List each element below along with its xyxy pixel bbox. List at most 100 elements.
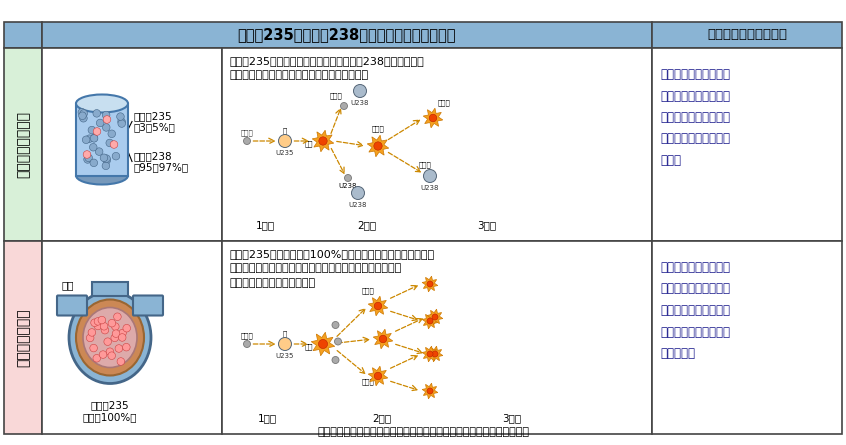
Circle shape bbox=[104, 338, 112, 345]
Circle shape bbox=[88, 126, 96, 134]
Circle shape bbox=[427, 281, 433, 287]
Circle shape bbox=[96, 148, 103, 155]
Circle shape bbox=[379, 335, 387, 343]
Text: 中性子: 中性子 bbox=[240, 332, 253, 339]
Circle shape bbox=[80, 114, 87, 122]
Text: ウラン235とウラン238の割合と核分裂連鎖反応: ウラン235とウラン238の割合と核分裂連鎖反応 bbox=[238, 28, 456, 43]
Circle shape bbox=[334, 338, 342, 345]
Circle shape bbox=[123, 344, 130, 351]
Polygon shape bbox=[367, 135, 389, 157]
Bar bbox=[4, 241, 42, 434]
Polygon shape bbox=[422, 313, 438, 329]
Polygon shape bbox=[373, 329, 393, 349]
Text: U238: U238 bbox=[351, 100, 369, 106]
Circle shape bbox=[98, 316, 106, 324]
Text: 原子力発電の場合: 原子力発電の場合 bbox=[16, 111, 30, 178]
Circle shape bbox=[79, 112, 86, 120]
Circle shape bbox=[118, 118, 125, 125]
Circle shape bbox=[340, 102, 348, 109]
Text: ウラン235
（3〜5%）: ウラン235 （3〜5%） bbox=[134, 111, 176, 132]
Text: 2回目: 2回目 bbox=[358, 220, 376, 230]
Circle shape bbox=[102, 326, 109, 334]
Bar bbox=[76, 104, 128, 175]
Polygon shape bbox=[422, 346, 438, 362]
Text: 1回目: 1回目 bbox=[257, 413, 277, 423]
Text: 3回目: 3回目 bbox=[477, 220, 497, 230]
Circle shape bbox=[88, 329, 96, 336]
Circle shape bbox=[111, 334, 118, 342]
Circle shape bbox=[374, 372, 382, 380]
Text: ウラン235の割合が低く、中性子がウラン238に吸収される
等の理由により核分裂が一定の規模で継続する: ウラン235の割合が低く、中性子がウラン238に吸収される 等の理由により核分裂… bbox=[230, 56, 425, 81]
Bar bbox=[222, 241, 652, 434]
Polygon shape bbox=[368, 366, 387, 386]
Ellipse shape bbox=[76, 166, 128, 185]
FancyBboxPatch shape bbox=[57, 295, 87, 316]
Bar bbox=[652, 22, 842, 48]
Circle shape bbox=[123, 324, 130, 332]
Polygon shape bbox=[422, 383, 438, 399]
Text: U235: U235 bbox=[276, 150, 294, 156]
Circle shape bbox=[332, 356, 339, 364]
Circle shape bbox=[103, 157, 111, 164]
Circle shape bbox=[432, 351, 438, 357]
Polygon shape bbox=[368, 296, 387, 316]
Circle shape bbox=[108, 320, 116, 327]
Circle shape bbox=[118, 120, 125, 127]
Bar bbox=[652, 48, 842, 241]
Circle shape bbox=[90, 143, 97, 151]
Text: 中性子: 中性子 bbox=[240, 129, 253, 136]
Circle shape bbox=[117, 358, 124, 365]
Polygon shape bbox=[312, 130, 334, 152]
Circle shape bbox=[374, 302, 382, 310]
Circle shape bbox=[429, 114, 437, 122]
Circle shape bbox=[427, 318, 433, 324]
Circle shape bbox=[103, 116, 111, 123]
Bar bbox=[42, 48, 222, 241]
FancyBboxPatch shape bbox=[133, 295, 163, 316]
Text: 3回目: 3回目 bbox=[503, 413, 522, 423]
Circle shape bbox=[86, 334, 94, 342]
Circle shape bbox=[351, 186, 365, 199]
Circle shape bbox=[113, 313, 121, 320]
Ellipse shape bbox=[69, 291, 151, 384]
Circle shape bbox=[106, 139, 113, 147]
Text: 制御棒が多数設置され
ており、また自己制御
性があるため急激に核
分裂数が増加すること
はない: 制御棒が多数設置され ており、また自己制御 性があるため急激に核 分裂数が増加す… bbox=[660, 68, 730, 167]
Text: 分裂: 分裂 bbox=[305, 141, 313, 147]
Circle shape bbox=[93, 128, 101, 135]
Text: 核分裂数の制御の方法: 核分裂数の制御の方法 bbox=[707, 28, 787, 41]
Text: 火薬: 火薬 bbox=[62, 280, 74, 291]
Polygon shape bbox=[311, 332, 335, 356]
Circle shape bbox=[354, 85, 366, 97]
Circle shape bbox=[427, 388, 433, 394]
Circle shape bbox=[96, 119, 104, 127]
Text: U238: U238 bbox=[349, 202, 367, 208]
Polygon shape bbox=[422, 276, 438, 292]
Text: 2回目: 2回目 bbox=[372, 413, 392, 423]
Circle shape bbox=[108, 130, 116, 138]
Circle shape bbox=[85, 135, 93, 142]
Circle shape bbox=[344, 174, 351, 182]
Bar bbox=[92, 282, 128, 295]
Circle shape bbox=[78, 109, 85, 116]
Bar bbox=[652, 241, 842, 434]
Text: ウラン238
（95〜97%）: ウラン238 （95〜97%） bbox=[134, 151, 190, 172]
Text: 1回目: 1回目 bbox=[255, 220, 275, 230]
Text: 出典：一般財団法人　日本原子力文化財団　原子力・エネルギー図面集: 出典：一般財団法人 日本原子力文化財団 原子力・エネルギー図面集 bbox=[317, 427, 529, 437]
Circle shape bbox=[106, 348, 113, 356]
Text: U238: U238 bbox=[420, 185, 439, 191]
Text: 中性子: 中性子 bbox=[419, 162, 431, 168]
Circle shape bbox=[113, 330, 120, 337]
Ellipse shape bbox=[76, 94, 128, 113]
Text: U238: U238 bbox=[338, 183, 357, 189]
Text: 中性子: 中性子 bbox=[361, 378, 375, 384]
Circle shape bbox=[80, 109, 87, 117]
Circle shape bbox=[83, 151, 91, 158]
Circle shape bbox=[90, 159, 97, 166]
Ellipse shape bbox=[83, 307, 137, 368]
Bar bbox=[4, 48, 42, 241]
Circle shape bbox=[100, 154, 107, 162]
Circle shape bbox=[85, 154, 92, 162]
Circle shape bbox=[90, 344, 97, 352]
Text: U235: U235 bbox=[276, 353, 294, 359]
Text: 中性子: 中性子 bbox=[438, 99, 451, 106]
